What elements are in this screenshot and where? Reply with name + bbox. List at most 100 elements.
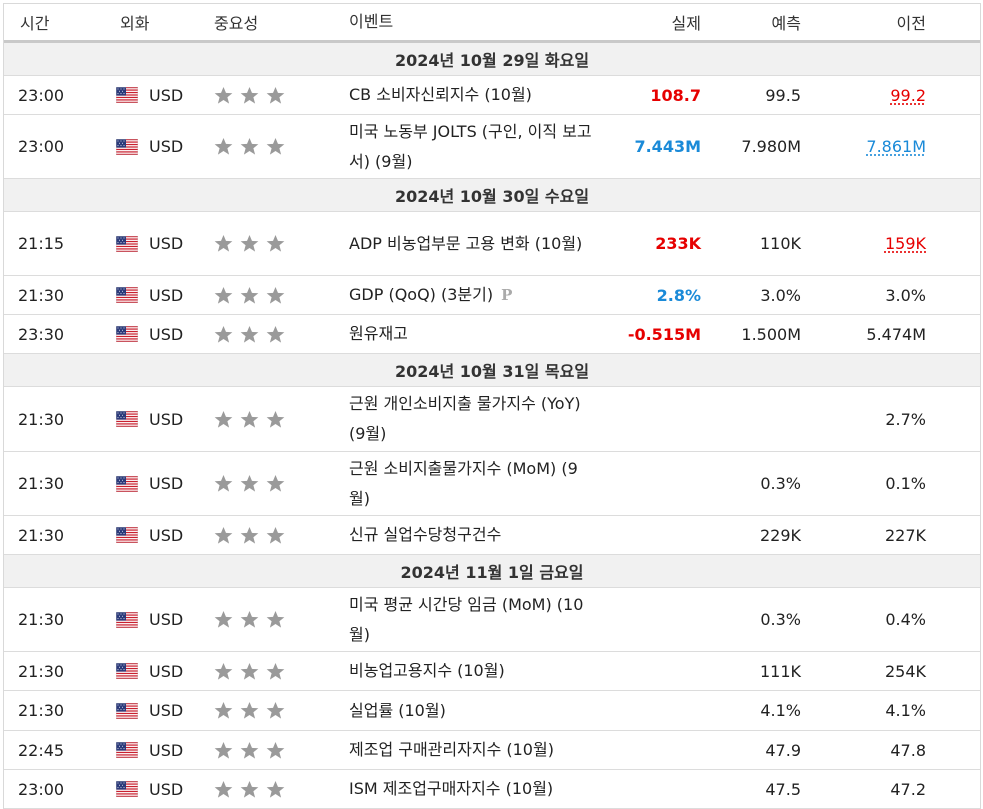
table-body: 2024년 10월 29일 화요일 23:00 USD CB 소비자신뢰지수 (… [4,43,980,809]
event-title[interactable]: ADP 비농업부문 고용 변화 (10월) [349,234,582,253]
currency-code: USD [149,474,183,493]
header-forecast[interactable]: 예측 [701,10,801,34]
event-title[interactable]: GDP (QoQ) (3분기) [349,285,493,304]
event-row[interactable]: 21:30 USD 근원 개인소비지출 물가지수 (YoY) (9월) 2.7% [4,387,980,452]
bull-star-icon [214,137,233,156]
event-name[interactable]: 미국 평균 시간당 임금 (MoM) (10월) [337,590,593,650]
event-currency: USD [104,526,202,545]
previous-value[interactable]: 99.2 [890,86,926,105]
previous-value: 47.8 [890,741,926,760]
previous-value: 4.1% [885,701,926,720]
previous-value[interactable]: 159K [885,234,926,253]
table-header: 시간 외화 중요성 이벤트 실제 예측 이전 [4,4,980,43]
currency-code: USD [149,741,183,760]
event-name[interactable]: ISM 제조업구매자지수 (10월) [337,774,593,804]
previous-value[interactable]: 7.861M [866,137,926,156]
event-row[interactable]: 21:30 USD 미국 평균 시간당 임금 (MoM) (10월) 0.3% … [4,588,980,652]
event-previous: 4.1% [801,701,926,720]
header-event[interactable]: 이벤트 [337,7,593,37]
event-name[interactable]: 근원 개인소비지출 물가지수 (YoY) (9월) [337,389,593,449]
event-row[interactable]: 23:00 USD CB 소비자신뢰지수 (10월) 108.7 99.5 99… [4,76,980,115]
us-flag-icon [116,287,138,303]
header-time[interactable]: 시간 [4,10,104,34]
currency-code: USD [149,86,183,105]
previous-value: 254K [885,662,926,681]
event-title[interactable]: 근원 소비지출물가지수 (MoM) (9월) [349,459,578,508]
event-previous: 2.7% [801,410,926,429]
event-name[interactable]: 근원 소비지출물가지수 (MoM) (9월) [337,454,593,514]
event-actual: 2.8% [593,286,701,305]
event-title[interactable]: CB 소비자신뢰지수 (10월) [349,85,532,104]
header-importance[interactable]: 중요성 [202,10,337,34]
previous-value: 47.2 [890,780,926,799]
event-name[interactable]: ADP 비농업부문 고용 변화 (10월) [337,229,593,259]
event-row[interactable]: 23:00 USD 미국 노동부 JOLTS (구인, 이직 보고서) (9월)… [4,115,980,179]
event-title[interactable]: 제조업 구매관리자지수 (10월) [349,740,554,759]
event-row[interactable]: 21:30 USD 신규 실업수당청구건수 229K 227K [4,516,980,555]
event-name[interactable]: CB 소비자신뢰지수 (10월) [337,80,593,110]
event-title[interactable]: 근원 개인소비지출 물가지수 (YoY) (9월) [349,394,581,443]
event-forecast: 111K [701,662,801,681]
importance-stars [202,610,337,629]
event-name[interactable]: 실업률 (10월) [337,696,593,726]
event-title[interactable]: ISM 제조업구매자지수 (10월) [349,779,553,798]
event-row[interactable]: 21:30 USD 근원 소비지출물가지수 (MoM) (9월) 0.3% 0.… [4,452,980,516]
event-row[interactable]: 21:15 USD ADP 비농업부문 고용 변화 (10월) 233K 110… [4,212,980,276]
bull-star-icon [214,286,233,305]
date-row: 2024년 11월 1일 금요일 [4,555,980,588]
event-name[interactable]: 비농업고용지수 (10월) [337,656,593,686]
event-previous: 5.474M [801,325,926,344]
event-row[interactable]: 22:45 USD 제조업 구매관리자지수 (10월) 47.9 47.8 [4,731,980,770]
event-title[interactable]: 원유재고 [349,324,408,343]
us-flag-icon [116,527,138,543]
event-currency: USD [104,137,202,156]
event-currency: USD [104,325,202,344]
bull-star-icon [240,234,259,253]
event-title[interactable]: 실업률 (10월) [349,701,446,720]
bull-star-icon [266,474,285,493]
event-forecast: 110K [701,234,801,253]
event-row[interactable]: 23:00 USD ISM 제조업구매자지수 (10월) 47.5 47.2 [4,770,980,809]
header-actual[interactable]: 실제 [593,10,701,34]
event-time: 21:30 [4,610,104,629]
header-previous[interactable]: 이전 [801,10,926,34]
event-currency: USD [104,474,202,493]
event-title[interactable]: 미국 노동부 JOLTS (구인, 이직 보고서) (9월) [349,122,592,171]
event-currency: USD [104,286,202,305]
currency-code: USD [149,780,183,799]
preliminary-icon[interactable]: P [501,286,512,304]
currency-code: USD [149,325,183,344]
event-name[interactable]: GDP (QoQ) (3분기) P [337,280,593,310]
header-currency[interactable]: 외화 [104,10,202,34]
bull-star-icon [214,741,233,760]
event-forecast: 0.3% [701,474,801,493]
event-row[interactable]: 21:30 USD 실업률 (10월) 4.1% 4.1% [4,691,980,731]
event-previous: 47.8 [801,741,926,760]
event-row[interactable]: 21:30 USD 비농업고용지수 (10월) 111K 254K [4,652,980,691]
us-flag-icon [116,612,138,628]
bull-star-icon [214,662,233,681]
event-time: 21:30 [4,526,104,545]
event-actual: 7.443M [593,137,701,156]
us-flag-icon [116,742,138,758]
importance-stars [202,137,337,156]
event-currency: USD [104,86,202,105]
event-name[interactable]: 원유재고 [337,319,593,349]
event-title[interactable]: 미국 평균 시간당 임금 (MoM) (10월) [349,595,583,644]
bull-star-icon [266,137,285,156]
event-row[interactable]: 23:30 USD 원유재고 -0.515M 1.500M 5.474M [4,315,980,354]
importance-stars [202,780,337,799]
event-name[interactable]: 미국 노동부 JOLTS (구인, 이직 보고서) (9월) [337,117,593,177]
event-name[interactable]: 신규 실업수당청구건수 [337,520,593,550]
bull-star-icon [240,86,259,105]
event-name[interactable]: 제조업 구매관리자지수 (10월) [337,735,593,765]
event-row[interactable]: 21:30 USD GDP (QoQ) (3분기) P 2.8% 3.0% 3.0… [4,276,980,315]
bull-star-icon [266,610,285,629]
event-title[interactable]: 비농업고용지수 (10월) [349,661,505,680]
bull-star-icon [266,526,285,545]
event-forecast: 7.980M [701,137,801,156]
event-time: 23:30 [4,325,104,344]
event-title[interactable]: 신규 실업수당청구건수 [349,525,501,544]
date-row: 2024년 10월 30일 수요일 [4,179,980,212]
importance-stars [202,474,337,493]
